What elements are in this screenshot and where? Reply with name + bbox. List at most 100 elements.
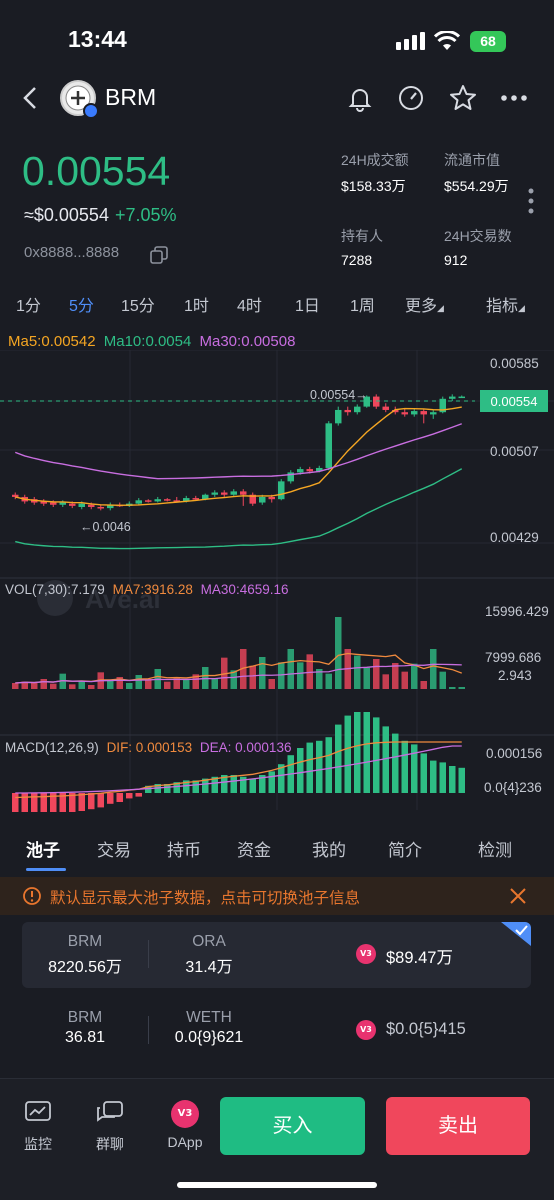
volume-bar <box>420 681 427 689</box>
copy-icon[interactable] <box>150 246 168 264</box>
candle <box>164 499 171 501</box>
candle <box>50 502 57 505</box>
dif-line <box>15 741 462 799</box>
tf-1w[interactable]: 1周 <box>350 298 375 315</box>
volume-bar <box>192 674 199 689</box>
selected-check-icon <box>501 922 531 946</box>
candle <box>354 406 361 413</box>
indicator-button[interactable]: 指标◢ <box>486 292 525 316</box>
current-price: 0.00554 <box>22 148 171 194</box>
pool-notice[interactable]: 默认显示最大池子数据，点击可切换池子信息 <box>0 877 554 915</box>
volume-bar <box>268 679 275 689</box>
bell-icon[interactable] <box>346 84 374 112</box>
dapp-button[interactable]: V3 DApp <box>162 1100 208 1150</box>
stat-value: $158.33万 <box>341 178 406 194</box>
volume-bar <box>354 655 361 689</box>
volume-bar <box>135 675 142 689</box>
divider <box>148 1016 149 1044</box>
volume-bars <box>12 617 465 689</box>
dropdown-triangle-icon: ◢ <box>518 303 525 313</box>
tf-4h[interactable]: 4时 <box>237 298 262 315</box>
volume-bar <box>259 657 266 689</box>
usd-price-value: ≈$0.00554 <box>24 205 109 225</box>
sell-button[interactable]: 卖出 <box>386 1097 530 1155</box>
macd-bar <box>449 766 456 793</box>
pool-row[interactable]: BRM 36.81 WETH 0.0{9}621 V3 $0.0{5}415 <box>22 998 531 1064</box>
tab-holders[interactable]: 持币 <box>167 841 201 860</box>
macd-bar <box>411 744 418 793</box>
macd-bar <box>192 780 199 793</box>
candle <box>211 492 218 495</box>
chat-icon <box>97 1101 123 1122</box>
stat-value: $554.29万 <box>444 178 509 194</box>
tf-5m[interactable]: 5分 <box>69 298 94 315</box>
macd-bar <box>363 712 370 793</box>
candle <box>173 500 180 502</box>
vol-ma30-line <box>15 663 462 684</box>
dropdown-triangle-icon: ◢ <box>437 303 444 313</box>
stat-label: 持有人 <box>341 228 383 244</box>
pool-row[interactable]: BRM 8220.56万 ORA 31.4万 V3 $89.47万 <box>22 922 531 988</box>
active-tab-indicator <box>26 868 66 871</box>
tf-1h[interactable]: 1时 <box>184 298 209 315</box>
back-icon[interactable] <box>22 86 38 110</box>
watermark-text: Ave.ai <box>85 584 161 614</box>
vol-axis-label: 2.943 <box>498 668 532 683</box>
tf-15m[interactable]: 15分 <box>121 298 155 315</box>
price-chart[interactable]: Ave.ai 0.00554 0.00554→ ←0.0046 0.00585 … <box>0 350 554 812</box>
warning-icon <box>23 887 41 905</box>
low-marker: ←0.0046 <box>80 520 131 534</box>
stat-volume: 24H成交额 $158.33万 <box>341 150 409 196</box>
ma-legend: Ma5:0.00542 Ma10:0.0054 Ma30:0.00508 <box>8 333 295 350</box>
tab-audit[interactable]: 检测 <box>478 841 512 860</box>
timeframe-selector: 1分 5分 15分 1时 4时 1日 1周 更多◢ 指标◢ <box>0 288 554 318</box>
ma5-line <box>15 406 462 507</box>
volume-bar <box>249 665 256 689</box>
monitor-icon <box>25 1101 51 1121</box>
tab-mine[interactable]: 我的 <box>312 841 346 860</box>
indicator-label: 指标 <box>486 298 519 315</box>
close-icon[interactable] <box>509 887 527 905</box>
macd-legend: MACD(12,26,9) DIF: 0.000153 DEA: 0.00013… <box>5 740 291 755</box>
volume-bar <box>297 662 304 689</box>
contract-address[interactable]: 0x8888...8888 <box>24 244 119 261</box>
pool-token-amount: 0.0{9}621 <box>174 1029 244 1046</box>
buy-button[interactable]: 买入 <box>220 1097 365 1155</box>
price-axis-label: 0.00507 <box>490 444 539 459</box>
candle <box>107 504 114 509</box>
macd-bar <box>31 793 38 812</box>
candle <box>287 472 294 482</box>
macd-bar <box>306 742 313 793</box>
pool-token-a: BRM 8220.56万 <box>40 933 130 977</box>
stat-value: 7288 <box>341 252 373 268</box>
group-chat-button[interactable]: 群聊 <box>90 1100 130 1154</box>
chart-grid <box>0 350 554 810</box>
candle <box>135 500 142 504</box>
tf-1d[interactable]: 1日 <box>295 298 320 315</box>
v3-badge-icon: V3 <box>356 944 376 964</box>
tab-trades[interactable]: 交易 <box>97 841 131 860</box>
candle <box>458 396 465 399</box>
tab-funds[interactable]: 资金 <box>237 841 271 860</box>
current-price-tag: 0.00554 <box>491 394 538 409</box>
candle <box>316 467 323 472</box>
macd-bar <box>335 724 342 793</box>
monitor-button[interactable]: 监控 <box>18 1100 58 1154</box>
volume-bar <box>126 683 133 689</box>
contract-address-text: 0x8888...8888 <box>24 244 120 261</box>
gauge-icon[interactable] <box>397 84 425 112</box>
tf-more[interactable]: 更多◢ <box>405 292 444 316</box>
tf-1m[interactable]: 1分 <box>16 298 41 315</box>
tab-pool[interactable]: 池子 <box>26 841 60 860</box>
macd-bars <box>12 712 465 812</box>
volume-bar <box>316 669 323 689</box>
usd-price: ≈$0.00554 +7.05% <box>24 205 177 226</box>
macd-bar <box>107 793 114 804</box>
macd-bar <box>325 737 332 793</box>
volume-bar <box>211 679 218 689</box>
star-icon[interactable] <box>448 83 478 113</box>
more-icon[interactable] <box>500 94 528 102</box>
tab-intro[interactable]: 简介 <box>388 841 422 860</box>
vertical-more-icon[interactable] <box>527 187 535 215</box>
volume-bar <box>439 671 446 689</box>
